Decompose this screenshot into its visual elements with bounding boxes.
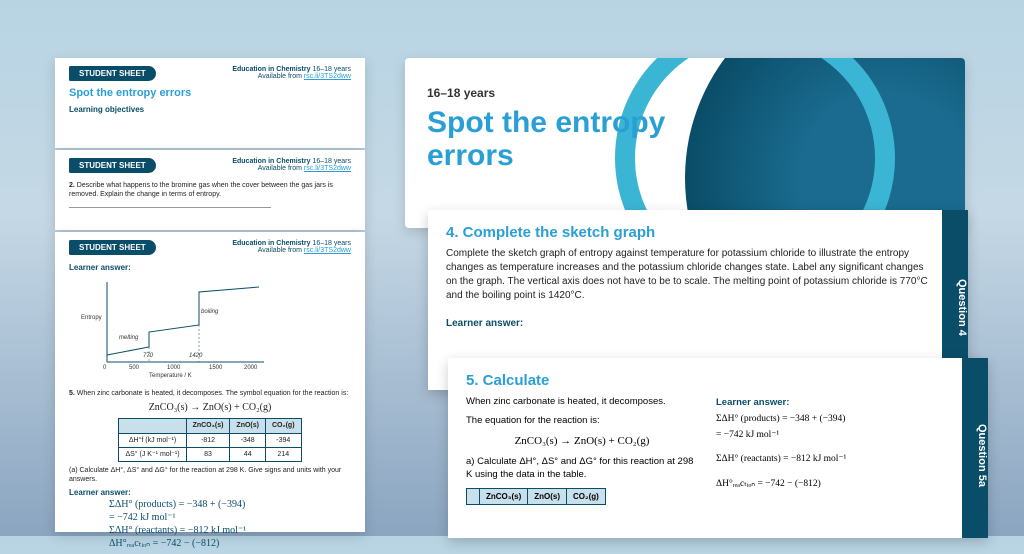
ans-line: = −742 kJ mol⁻¹: [716, 427, 948, 443]
avail-prefix: Available from: [258, 165, 304, 172]
publication-name: Education in Chemistry: [232, 66, 310, 73]
q5-number: 5.: [69, 390, 75, 397]
graph-xlabel: Temperature / K: [149, 373, 192, 381]
title-card-age: 16–18 years: [427, 86, 943, 100]
publication-name: Education in Chemistry: [232, 158, 310, 165]
th: ZnO(s): [230, 419, 266, 433]
answer-block: ΣΔH° (products) = −348 + (−394) = −742 k…: [109, 498, 351, 550]
avail-link[interactable]: rsc.li/3TS2dww: [304, 73, 351, 80]
td: -812: [186, 433, 230, 447]
xtick-1420: 1420: [189, 353, 202, 361]
learner-label: Learner answer:: [446, 318, 523, 329]
student-badge: STUDENT SHEET: [69, 240, 156, 255]
sheet2-question: 2. Describe what happens to the bromine …: [55, 177, 365, 212]
q2-number: 2.: [69, 182, 75, 189]
graph-melting: melting: [119, 335, 138, 343]
q5-text2: The equation for the reaction is:: [466, 414, 698, 427]
th: CO₂(g): [567, 488, 606, 504]
avail-link[interactable]: rsc.li/3TS2dww: [304, 165, 351, 172]
title-card-title: Spot the entropy errors: [427, 106, 707, 172]
td: ΔH°f (kJ mol⁻¹): [119, 433, 186, 447]
q5-right-col: Learner answer: ΣΔH° (products) = −348 +…: [716, 395, 948, 505]
xtick: 0: [103, 365, 106, 373]
xtick: 1000: [167, 365, 180, 373]
td: -348: [230, 433, 266, 447]
answer-line: [69, 207, 271, 208]
td: 83: [186, 447, 230, 461]
xtick-770: 770: [143, 353, 153, 361]
title-card-text: 16–18 years Spot the entropy errors: [405, 58, 965, 200]
q4-learner: Learner answer:: [428, 313, 968, 341]
sheet-header: STUDENT SHEET Education in Chemistry 16–…: [55, 150, 365, 177]
q5-text: When zinc carbonate is heated, it decomp…: [77, 390, 348, 397]
th: [467, 488, 480, 504]
calc-instruction: (a) Calculate ΔH°, ΔS° and ΔG° for the r…: [69, 466, 351, 484]
th: CO₂(g): [265, 419, 301, 433]
avail-prefix: Available from: [258, 73, 304, 80]
student-sheet-1: STUDENT SHEET Education in Chemistry 16–…: [55, 58, 365, 148]
student-badge: STUDENT SHEET: [69, 66, 156, 81]
th: ZnCO₃(s): [186, 419, 230, 433]
ans-line: ΔH°ᵣₑₐcₜᵢₒₙ = −742 − (−812): [716, 476, 948, 492]
xtick: 500: [129, 365, 139, 373]
learner-label: Learner answer:: [69, 263, 351, 273]
q4-body: Complete the sketch graph of entropy aga…: [428, 247, 968, 313]
entropy-graph: Entropy melting boiling 0 500 770 1000 1…: [89, 277, 269, 377]
avail-link[interactable]: rsc.li/3TS2dww: [304, 247, 351, 254]
ans-line: ΣΔH° (reactants) = −812 kJ mol⁻¹: [716, 451, 948, 467]
sheet1-title: Spot the entropy errors: [55, 85, 365, 101]
sheet-header: STUDENT SHEET Education in Chemistry 16–…: [55, 232, 365, 259]
graph-ylabel: Entropy: [81, 315, 102, 323]
td: 214: [265, 447, 301, 461]
publication-name: Education in Chemistry: [232, 240, 310, 247]
th: ZnCO₃(s): [480, 488, 528, 504]
td: ΔS° (J K⁻¹ mol⁻¹): [119, 447, 186, 461]
sheet3-body: Learner answer: Entropy melting boiling …: [55, 259, 365, 554]
thermo-table: ZnCO₃(s) ZnO(s) CO₂(g) ΔH°f (kJ mol⁻¹) -…: [118, 418, 301, 461]
ans-line: = −742 kJ mol⁻¹: [109, 511, 351, 524]
age-range: 16–18 years: [312, 240, 351, 247]
q2-text: Describe what happens to the bromine gas…: [69, 182, 333, 198]
q5-text1: When zinc carbonate is heated, it decomp…: [466, 395, 698, 408]
td: 44: [230, 447, 266, 461]
q5-left-col: When zinc carbonate is heated, it decomp…: [466, 395, 698, 505]
title-card: 16–18 years Spot the entropy errors: [405, 58, 965, 228]
q5-text3: a) Calculate ΔH°, ΔS° and ΔG° for this r…: [466, 455, 698, 482]
q4-title: 4. Complete the sketch graph: [428, 210, 968, 247]
avail-prefix: Available from: [258, 247, 304, 254]
entropy-graph-svg: [89, 277, 269, 377]
student-sheet-2: STUDENT SHEET Education in Chemistry 16–…: [55, 150, 365, 230]
sheet1-subtitle: Learning objectives: [55, 101, 365, 118]
q5-table: ZnCO₃(s) ZnO(s) CO₂(g): [466, 488, 606, 505]
student-sheet-3: STUDENT SHEET Education in Chemistry 16–…: [55, 232, 365, 532]
ans-line: ΣΔH° (products) = −348 + (−394): [109, 498, 351, 511]
student-badge: STUDENT SHEET: [69, 158, 156, 173]
graph-boiling: boiling: [201, 309, 218, 317]
xtick: 1500: [209, 365, 222, 373]
header-meta: Education in Chemistry 16–18 years Avail…: [232, 240, 351, 254]
header-meta: Education in Chemistry 16–18 years Avail…: [232, 158, 351, 172]
learner-label: Learner answer:: [69, 488, 351, 498]
q5-equation: ZnCO₃(s) → ZnO(s) + CO₂(g): [69, 401, 351, 414]
question-5-card: Question 5a 5. Calculate When zinc carbo…: [448, 358, 988, 538]
age-range: 16–18 years: [312, 66, 351, 73]
td: -394: [265, 433, 301, 447]
q5-block: 5. When zinc carbonate is heated, it dec…: [69, 389, 351, 550]
header-meta: Education in Chemistry 16–18 years Avail…: [232, 66, 351, 80]
th: ZnO(s): [528, 488, 567, 504]
q5-equation: ZnCO₃(s) → ZnO(s) + CO₂(g): [466, 434, 698, 449]
ans-line: ΣΔH° (reactants) = −812 kJ mol⁻¹: [109, 524, 351, 537]
ans-line: ΔH°ᵣₑₐcₜᵢₒₙ = −742 − (−812): [109, 537, 351, 550]
q5-tab: Question 5a: [962, 358, 988, 538]
ans-line: ΣΔH° (products) = −348 + (−394): [716, 411, 948, 427]
th: [119, 419, 186, 433]
q5-columns: When zinc carbonate is heated, it decomp…: [448, 395, 988, 505]
age-range: 16–18 years: [312, 158, 351, 165]
xtick: 2000: [244, 365, 257, 373]
sheet-header: STUDENT SHEET Education in Chemistry 16–…: [55, 58, 365, 85]
q5-title: 5. Calculate: [448, 358, 988, 395]
learner-label: Learner answer:: [716, 395, 948, 411]
